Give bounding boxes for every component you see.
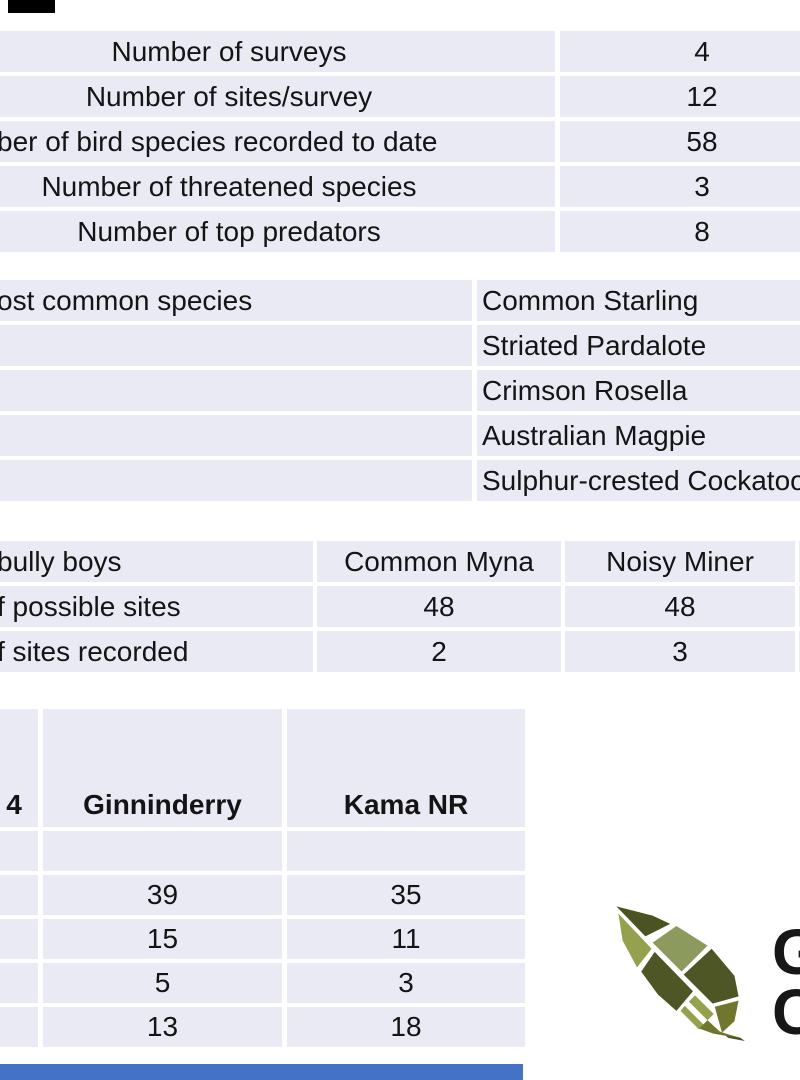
bully-row-label: bully boys — [0, 541, 313, 582]
species-name: Crimson Rosella — [477, 370, 800, 411]
summary-label: Number of threatened species — [0, 166, 555, 207]
species-name: Sulphur-crested Cockatoo — [477, 460, 800, 501]
bully-boys-table: bully boys Common Myna Noisy Miner f pos… — [0, 541, 800, 672]
empty-cell — [0, 875, 38, 915]
sites-col-header: 4 — [0, 709, 38, 827]
sites-col-header: Ginninderry — [43, 709, 282, 827]
logo-letter-c: C — [772, 976, 800, 1048]
empty-cell — [0, 370, 472, 411]
sites-col-header: Kama NR — [287, 709, 525, 827]
empty-cell — [0, 460, 472, 501]
logo-letter-g: G — [772, 916, 800, 988]
bully-col-header: Common Myna — [317, 541, 561, 582]
summary-label: Number of top predators — [0, 211, 555, 252]
summary-label: Number of surveys — [0, 31, 555, 72]
empty-cell — [0, 963, 38, 1003]
bully-value: 48 — [317, 586, 561, 627]
empty-cell — [0, 415, 472, 456]
empty-cell — [0, 831, 38, 871]
sites-comparison-table: 4 Ginninderry Kama NR 39 35 15 11 5 3 13… — [0, 709, 525, 1047]
species-name: Australian Magpie — [477, 415, 800, 456]
summary-value: 4 — [560, 31, 800, 72]
leaf-logo-icon — [616, 906, 745, 1041]
sites-value: 18 — [287, 1007, 525, 1047]
sites-value: 5 — [43, 963, 282, 1003]
bully-row-label: f possible sites — [0, 586, 313, 627]
summary-value: 8 — [560, 211, 800, 252]
empty-cell — [0, 919, 38, 959]
summary-value: 3 — [560, 166, 800, 207]
summary-label: Number of sites/survey — [0, 76, 555, 117]
bully-value: 48 — [565, 586, 795, 627]
sites-value: 3 — [287, 963, 525, 1003]
common-species-row-label: ost common species — [0, 280, 472, 321]
sites-value: 11 — [287, 919, 525, 959]
top-left-marker — [8, 0, 55, 13]
sites-value: 15 — [43, 919, 282, 959]
sites-value: 39 — [43, 875, 282, 915]
empty-cell — [0, 325, 472, 366]
bully-row-label: f sites recorded — [0, 631, 313, 672]
sites-value: 13 — [43, 1007, 282, 1047]
sites-value — [287, 831, 525, 871]
common-species-table: ost common species Common Starling Stria… — [0, 280, 800, 501]
species-name: Striated Pardalote — [477, 325, 800, 366]
summary-value: 12 — [560, 76, 800, 117]
empty-cell — [0, 1007, 38, 1047]
survey-summary-table: Number of surveys 4 Number of sites/surv… — [0, 31, 800, 252]
summary-label: ber of bird species recorded to date — [0, 121, 555, 162]
video-progress-bar[interactable] — [0, 1064, 523, 1080]
bully-value: 3 — [565, 631, 795, 672]
bully-col-header: Noisy Miner — [565, 541, 795, 582]
sites-value — [43, 831, 282, 871]
bully-value: 2 — [317, 631, 561, 672]
species-name: Common Starling — [477, 280, 800, 321]
summary-value: 58 — [560, 121, 800, 162]
sites-value: 35 — [287, 875, 525, 915]
